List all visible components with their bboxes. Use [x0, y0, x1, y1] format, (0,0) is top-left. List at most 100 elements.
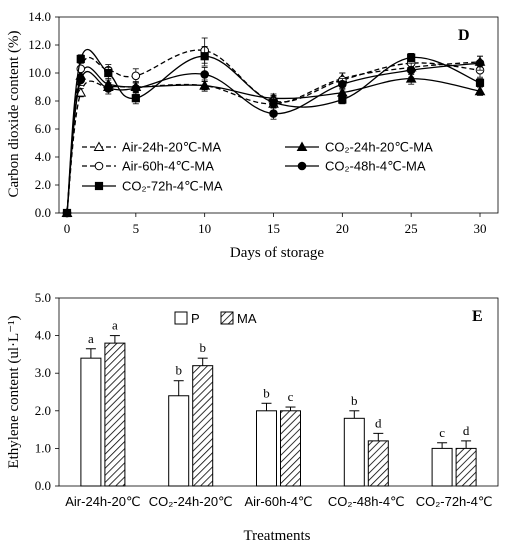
panel-e-x-axis-title: Treatments: [244, 528, 311, 544]
panel-e-significance-label: a: [112, 318, 118, 333]
panel-e-significance-label: c: [439, 425, 445, 440]
panel-d-data-point: [199, 80, 211, 90]
panel-e-frame: [58, 297, 499, 487]
panel-e-bar-group: d: [367, 415, 389, 487]
panel-d-data-point: [406, 65, 416, 75]
panel-e-y-tick-label: 4.0: [35, 328, 51, 343]
panel-e-category-label: CO₂-24h-20℃: [149, 494, 233, 509]
panel-e-bar-group: b: [343, 393, 365, 487]
panel-d-data-point: [76, 54, 85, 64]
panel-e-bar-chart: E 0.0 1.0 2.0 3.0 4.0 5.0 Air-24h-20℃ CO₂-24h-2…: [6, 290, 499, 544]
panel-e-legend-swatch: [220, 311, 234, 325]
panel-d-label: D: [458, 27, 470, 44]
panel-e-bar-group: b: [168, 363, 190, 487]
panel-d-legend-label: CO₂-48h-4℃-MA: [325, 159, 426, 174]
panel-d-legend-item: Air-60h-4℃-MA: [82, 159, 214, 174]
panel-d-y-tick-label: 14.0: [28, 9, 51, 24]
panel-d-data-point: [338, 79, 347, 89]
panel-d-data-point: [338, 95, 347, 104]
panel-e-bar-ma: [455, 447, 477, 487]
panel-d-y-tick-label: 12.0: [28, 37, 51, 52]
panel-d-x-tick-label: 10: [198, 221, 211, 236]
panel-d-data-point: [131, 71, 141, 81]
panel-e-legend-item: MA: [220, 311, 257, 326]
panel-d-data-point: [131, 94, 140, 103]
panel-e-significance-label: d: [463, 423, 470, 438]
panel-d-y-tick-label: 6.0: [35, 121, 51, 136]
panel-d-x-tick-label: 15: [267, 221, 280, 236]
panel-e-y-tick-label: 2.0: [35, 403, 51, 418]
panel-e-bar-ma: [192, 365, 214, 487]
panel-e-bar-ma: [280, 410, 301, 487]
panel-e-bar-group: b: [256, 385, 277, 487]
panel-e-category-label: Air-24h-20℃: [65, 494, 140, 509]
panel-d-y-tick-label: 0.0: [35, 205, 51, 220]
panel-e-bar-p: [431, 447, 453, 487]
panel-d-data-point: [475, 58, 485, 68]
panel-d-legend-label: Air-60h-4℃-MA: [122, 159, 214, 174]
panel-e-category-label: CO₂-72h-4℃: [416, 494, 493, 509]
panel-e-bar-group: c: [280, 389, 301, 487]
panel-d-y-axis-title: Carbon dioxide content (%): [6, 30, 22, 197]
panel-e-y-tick-label: 3.0: [35, 365, 51, 380]
panel-d-y-tick-label: 2.0: [35, 177, 51, 192]
panel-e-significance-label: b: [199, 340, 206, 355]
panel-d-data-point: [200, 52, 209, 61]
panel-e-bar-group: a: [80, 331, 102, 487]
panel-d-legend-marker: [94, 181, 104, 191]
panel-e-legend: P MA: [174, 311, 257, 326]
panel-e-bar-p: [343, 417, 365, 487]
panel-d-data-point: [475, 78, 485, 87]
panel-d-data-point: [131, 84, 141, 93]
panel-d-x-tick-label: 0: [64, 221, 71, 236]
panel-e-significance-label: c: [288, 389, 294, 404]
panel-d-data-point: [200, 70, 209, 79]
panel-d-data-point: [269, 98, 278, 107]
panel-d-data-point: [62, 208, 72, 218]
panel-e-bar-p: [80, 357, 102, 487]
panel-d-legend-label: Air-24h-20℃-MA: [122, 140, 221, 155]
panel-e-legend-item: P: [174, 311, 200, 326]
panel-e-bar-group: a: [104, 318, 126, 487]
panel-e-y-tick-label: 5.0: [35, 290, 51, 305]
panel-d-x-axis-title: Days of storage: [230, 245, 324, 261]
panel-d-data-point: [407, 53, 416, 62]
panel-d-legend-marker: [94, 161, 104, 171]
panel-e-legend-label: MA: [237, 311, 257, 326]
panel-d-line-chart: D 0.0 2.0 4.0 6.0 8.0 10.0 12.0 14.0 0 5 10 15 20 25 3…: [6, 9, 499, 261]
panel-e-bar-p: [168, 395, 190, 487]
panel-d-legend-marker: [297, 161, 307, 171]
panel-d-x-tick-label: 25: [405, 221, 418, 236]
panel-e-category-label: Air-60h-4℃: [244, 494, 312, 509]
panel-d-legend-label: CO₂-72h-4℃-MA: [122, 179, 223, 194]
panel-d-series-4: [62, 55, 485, 218]
panel-d-data-point: [474, 85, 486, 96]
panel-d-data-point: [269, 109, 278, 118]
panel-e-bar-group: b: [192, 340, 214, 487]
panel-e-bar-ma: [367, 440, 389, 487]
panel-d-y-tick-label: 4.0: [35, 149, 51, 164]
panel-e-significance-label: d: [375, 415, 382, 430]
panel-d-legend-marker: [93, 141, 105, 151]
panel-e-y-tick-label: 1.0: [35, 440, 51, 455]
panel-d-y-tick-label: 8.0: [35, 93, 51, 108]
panel-d-x-tick-label: 5: [133, 221, 140, 236]
panel-e-significance-label: a: [88, 331, 94, 346]
panel-d-legend-label: CO₂-24h-20℃-MA: [325, 140, 433, 155]
panel-e-label: E: [472, 308, 483, 325]
panel-d-data-point: [405, 73, 417, 83]
panel-e-bar-group: d: [455, 423, 477, 487]
panel-e-category-label: CO₂-48h-4℃: [328, 494, 405, 509]
panel-d-legend-item: CO₂-48h-4℃-MA: [285, 159, 426, 174]
panel-e-y-tick-label: 0.0: [35, 478, 51, 493]
panel-d-legend-marker: [296, 141, 308, 151]
panel-d-legend-item: CO₂-24h-20℃-MA: [285, 140, 433, 155]
panel-d-x-tick-label: 20: [336, 221, 349, 236]
panel-e-bar-group: c: [431, 425, 453, 487]
panel-d-y-tick-label: 10.0: [28, 65, 51, 80]
panel-d-legend-item: CO₂-72h-4℃-MA: [82, 179, 223, 194]
panel-e-significance-label: b: [263, 385, 270, 400]
panel-d-data-point: [104, 68, 113, 78]
panel-d-legend: Air-24h-20℃-MA CO₂-24h-20℃-MA Air-60h-4℃-M…: [82, 140, 433, 194]
